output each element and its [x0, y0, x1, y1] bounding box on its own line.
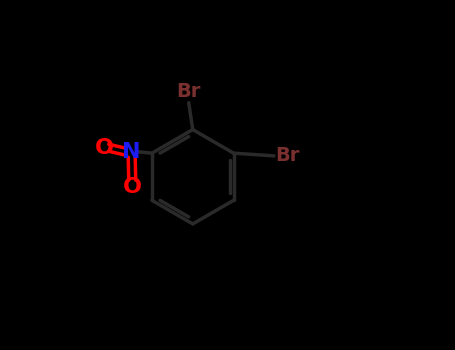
Text: Br: Br [275, 146, 300, 165]
Text: Br: Br [177, 82, 201, 101]
Text: N: N [122, 142, 141, 162]
Text: O: O [123, 177, 142, 197]
Text: O: O [95, 138, 114, 158]
